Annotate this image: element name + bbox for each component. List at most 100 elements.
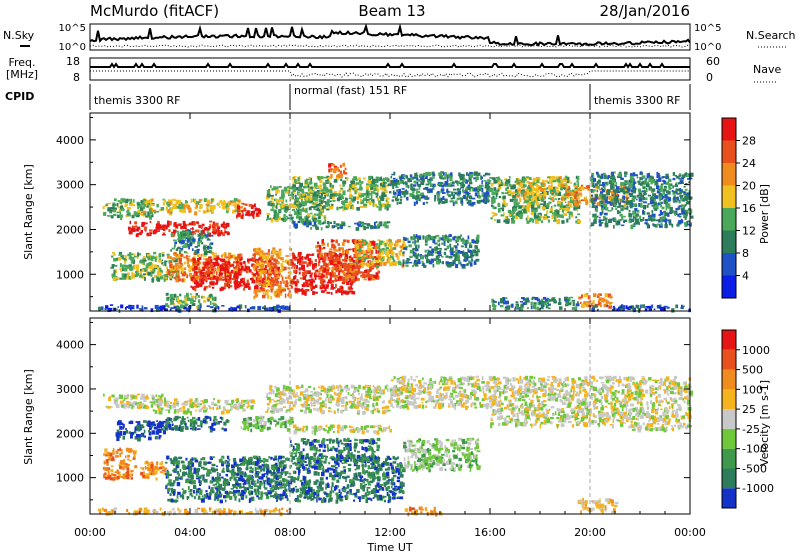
power-region — [403, 234, 481, 269]
x-tick-label: 04:00 — [174, 526, 206, 539]
velocity-region — [578, 498, 619, 515]
noise-sky-trace — [90, 27, 690, 46]
x-tick-label: 00:00 — [74, 526, 106, 539]
power-region — [290, 176, 393, 211]
velocity-y-tick-label: 2000 — [56, 427, 84, 440]
velocity-region — [403, 438, 481, 473]
nave-trace — [90, 71, 690, 77]
velocity-region — [103, 448, 137, 482]
power-region — [590, 171, 694, 229]
noise-search-trace — [90, 45, 690, 47]
power-region — [591, 304, 691, 313]
velocity-y-tick-label: 4000 — [56, 339, 84, 352]
velocity-colorbar-tick-label: 500 — [742, 364, 763, 377]
date-title: 28/Jan/2016 — [600, 2, 691, 20]
power-colorbar-tick-label: 16 — [742, 202, 756, 215]
power-colorbar-tick-label: 4 — [742, 270, 749, 283]
velocity-colorbar-swatch — [722, 468, 736, 488]
x-tick-label: 08:00 — [274, 526, 306, 539]
frequency-trace — [90, 64, 690, 67]
velocity-colorbar-label: Velocity [m s-1] — [758, 380, 771, 466]
power-region — [328, 163, 347, 178]
x-tick-label: 12:00 — [374, 526, 406, 539]
velocity-region — [98, 507, 292, 516]
velocity-colorbar-swatch — [722, 389, 736, 409]
velocity-colorbar-swatch — [722, 370, 736, 390]
power-data-layer — [98, 113, 694, 313]
nave-tick-low: 0 — [706, 71, 713, 84]
freq-tick-high: 18 — [66, 55, 80, 68]
velocity-region — [153, 398, 255, 416]
x-tick-label: 16:00 — [474, 526, 506, 539]
cpid-label: CPID — [5, 90, 34, 103]
cpid-panel: CPID themis 3300 RF normal (fast) 151 RF… — [5, 84, 690, 110]
velocity-region — [165, 456, 405, 504]
cpid-segment-1: themis 3300 RF — [94, 94, 181, 107]
power-y-tick-label: 2000 — [56, 223, 84, 236]
power-region — [293, 221, 391, 231]
x-tick-label: 00:00 — [674, 526, 706, 539]
velocity-colorbar-swatch — [722, 409, 736, 429]
freq-nave-panel: Freq. [MHz] 18 8 60 0 Nave — [6, 55, 782, 84]
freq-label-2: [MHz] — [6, 68, 38, 81]
velocity-colorbar-swatch — [722, 429, 736, 449]
velocity-colorbar-tick-label: 1000 — [742, 344, 770, 357]
power-region — [236, 203, 261, 219]
velocity-region — [290, 438, 380, 464]
velocity-colorbar-tick-label: -1000 — [742, 482, 774, 495]
noise-left-tick-high: 10^5 — [59, 23, 86, 34]
power-colorbar-label: Power [dB] — [758, 184, 771, 244]
nave-label: Nave — [753, 63, 781, 76]
cpid-segment-2: normal (fast) 151 RF — [294, 84, 407, 97]
nsky-label: N.Sky — [3, 29, 35, 42]
power-colorbar-tick-label: 28 — [742, 135, 756, 148]
power-y-tick-label: 4000 — [56, 134, 84, 147]
power-panel: 1000 2000 3000 4000 Slant Range [km] 4 8 12 16… — [22, 113, 771, 313]
power-region — [142, 198, 243, 215]
power-region — [491, 297, 579, 311]
power-colorbar-tick-label: 8 — [742, 247, 749, 260]
noise-panel: N.Sky 10^5 10^0 10^5 10^0 N.Search — [3, 23, 796, 53]
velocity-region — [405, 507, 443, 517]
power-colorbar-tick-label: 24 — [742, 157, 756, 170]
velocity-region — [390, 376, 493, 410]
velocity-region — [140, 461, 167, 481]
power-colorbar-tick-label: 12 — [742, 225, 756, 238]
velocity-y-tick-label: 1000 — [56, 472, 84, 485]
velocity-colorbar-swatch — [722, 330, 736, 350]
power-colorbar-swatch — [722, 163, 736, 186]
power-colorbar-swatch — [722, 118, 736, 141]
velocity-colorbar-tick-label: 25 — [742, 403, 756, 416]
nave-tick-high: 60 — [706, 55, 720, 68]
velocity-region — [490, 376, 630, 429]
velocity-data-layer — [98, 318, 693, 517]
nsearch-label: N.Search — [746, 29, 796, 42]
noise-left-tick-low: 10^0 — [59, 42, 86, 53]
x-tick-label: 20:00 — [574, 526, 606, 539]
velocity-colorbar-swatch — [722, 350, 736, 370]
velocity-region — [265, 385, 393, 415]
velocity-region — [293, 425, 392, 436]
power-colorbar-swatch — [722, 253, 736, 276]
velocity-region — [628, 376, 693, 433]
velocity-colorbar-swatch — [722, 449, 736, 469]
velocity-region — [241, 416, 294, 433]
power-y-tick-label: 3000 — [56, 179, 84, 192]
power-colorbar-swatch — [722, 141, 736, 164]
xlabel: Time UT — [366, 541, 412, 554]
power-colorbar-tick-label: 20 — [742, 180, 756, 193]
power-y-tick-label: 1000 — [56, 268, 84, 281]
power-colorbar-swatch — [722, 276, 736, 299]
power-ylabel: Slant Range [km] — [22, 164, 35, 260]
freq-tick-low: 8 — [73, 71, 80, 84]
power-region — [391, 171, 493, 206]
cpid-segment-3: themis 3300 RF — [594, 94, 681, 107]
velocity-ylabel: Slant Range [km] — [22, 369, 35, 465]
beam-title: Beam 13 — [358, 2, 425, 20]
velocity-region — [116, 420, 169, 441]
power-colorbar: 4 8 12 16 20 24 28 — [722, 118, 756, 298]
velocity-region — [165, 416, 229, 433]
